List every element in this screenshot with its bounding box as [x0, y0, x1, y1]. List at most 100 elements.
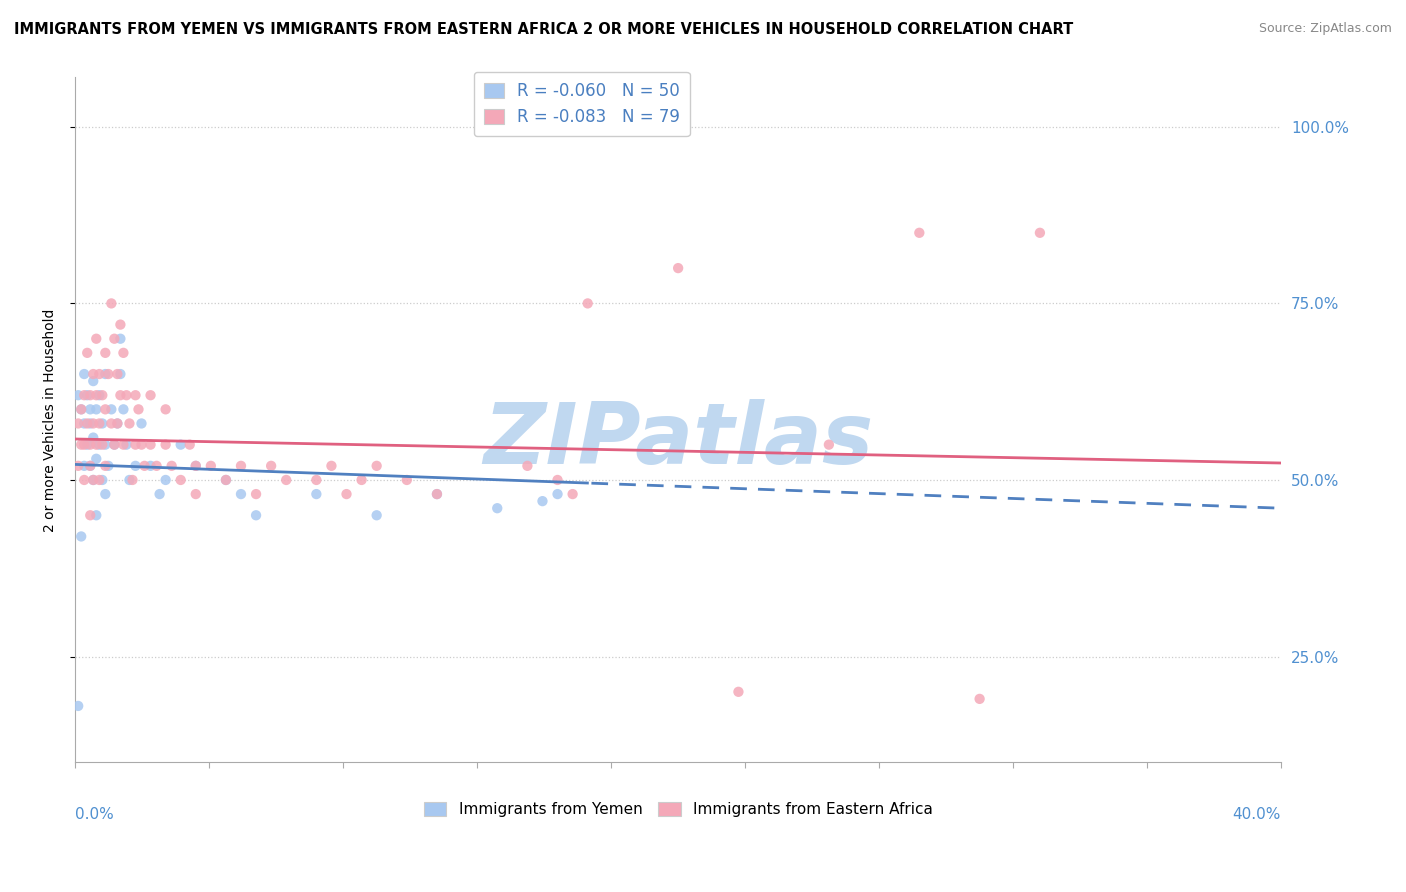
- Point: [82, 367, 104, 381]
- Point: [84, 451, 107, 466]
- Point: [82, 431, 104, 445]
- Point: [335, 487, 357, 501]
- Point: [105, 367, 128, 381]
- Point: [89, 473, 111, 487]
- Point: [79, 458, 101, 473]
- Point: [969, 691, 991, 706]
- Point: [124, 437, 146, 451]
- Point: [89, 388, 111, 402]
- Point: [229, 458, 252, 473]
- Point: [245, 508, 267, 523]
- Point: [127, 402, 149, 417]
- Point: [131, 437, 153, 451]
- Point: [115, 388, 138, 402]
- Point: [84, 388, 107, 402]
- Point: [576, 296, 599, 310]
- Point: [84, 437, 107, 451]
- Point: [215, 473, 238, 487]
- Point: [91, 417, 114, 431]
- Point: [666, 261, 689, 276]
- Point: [547, 487, 569, 501]
- Point: [91, 388, 114, 402]
- Point: [170, 437, 193, 451]
- Point: [245, 487, 267, 501]
- Point: [184, 487, 207, 501]
- Point: [118, 473, 141, 487]
- Point: [260, 458, 283, 473]
- Point: [82, 473, 104, 487]
- Text: 0.0%: 0.0%: [75, 807, 114, 822]
- Point: [79, 402, 101, 417]
- Point: [103, 332, 125, 346]
- Point: [67, 698, 90, 713]
- Point: [115, 437, 138, 451]
- Point: [100, 417, 122, 431]
- Point: [94, 402, 117, 417]
- Point: [94, 367, 117, 381]
- Point: [124, 388, 146, 402]
- Point: [486, 501, 509, 516]
- Point: [184, 458, 207, 473]
- Point: [110, 332, 132, 346]
- Point: [170, 473, 193, 487]
- Point: [100, 296, 122, 310]
- Point: [155, 473, 177, 487]
- Point: [395, 473, 418, 487]
- Point: [276, 473, 298, 487]
- Point: [139, 458, 162, 473]
- Point: [184, 458, 207, 473]
- Point: [94, 437, 117, 451]
- Point: [139, 437, 162, 451]
- Point: [84, 402, 107, 417]
- Point: [516, 458, 538, 473]
- Text: ZIPatlas: ZIPatlas: [484, 399, 873, 482]
- Point: [70, 437, 93, 451]
- Point: [155, 402, 177, 417]
- Point: [89, 367, 111, 381]
- Point: [229, 487, 252, 501]
- Point: [67, 458, 90, 473]
- Point: [547, 473, 569, 487]
- Point: [215, 473, 238, 487]
- Point: [105, 417, 128, 431]
- Y-axis label: 2 or more Vehicles in Household: 2 or more Vehicles in Household: [44, 309, 58, 532]
- Point: [103, 437, 125, 451]
- Point: [124, 458, 146, 473]
- Point: [160, 458, 183, 473]
- Point: [79, 388, 101, 402]
- Point: [73, 417, 96, 431]
- Point: [76, 417, 98, 431]
- Point: [73, 458, 96, 473]
- Point: [350, 473, 373, 487]
- Point: [366, 508, 388, 523]
- Point: [73, 437, 96, 451]
- Point: [818, 437, 841, 451]
- Point: [79, 508, 101, 523]
- Point: [110, 388, 132, 402]
- Point: [305, 487, 328, 501]
- Point: [67, 417, 90, 431]
- Point: [1029, 226, 1052, 240]
- Point: [94, 458, 117, 473]
- Point: [145, 458, 167, 473]
- Point: [426, 487, 449, 501]
- Point: [118, 417, 141, 431]
- Point: [100, 402, 122, 417]
- Point: [91, 473, 114, 487]
- Text: Source: ZipAtlas.com: Source: ZipAtlas.com: [1258, 22, 1392, 36]
- Point: [70, 402, 93, 417]
- Point: [105, 417, 128, 431]
- Point: [110, 367, 132, 381]
- Point: [70, 402, 93, 417]
- Point: [84, 508, 107, 523]
- Point: [139, 388, 162, 402]
- Point: [82, 417, 104, 431]
- Point: [112, 346, 135, 360]
- Point: [305, 473, 328, 487]
- Point: [79, 417, 101, 431]
- Point: [179, 437, 201, 451]
- Point: [73, 388, 96, 402]
- Point: [103, 437, 125, 451]
- Point: [155, 437, 177, 451]
- Point: [321, 458, 343, 473]
